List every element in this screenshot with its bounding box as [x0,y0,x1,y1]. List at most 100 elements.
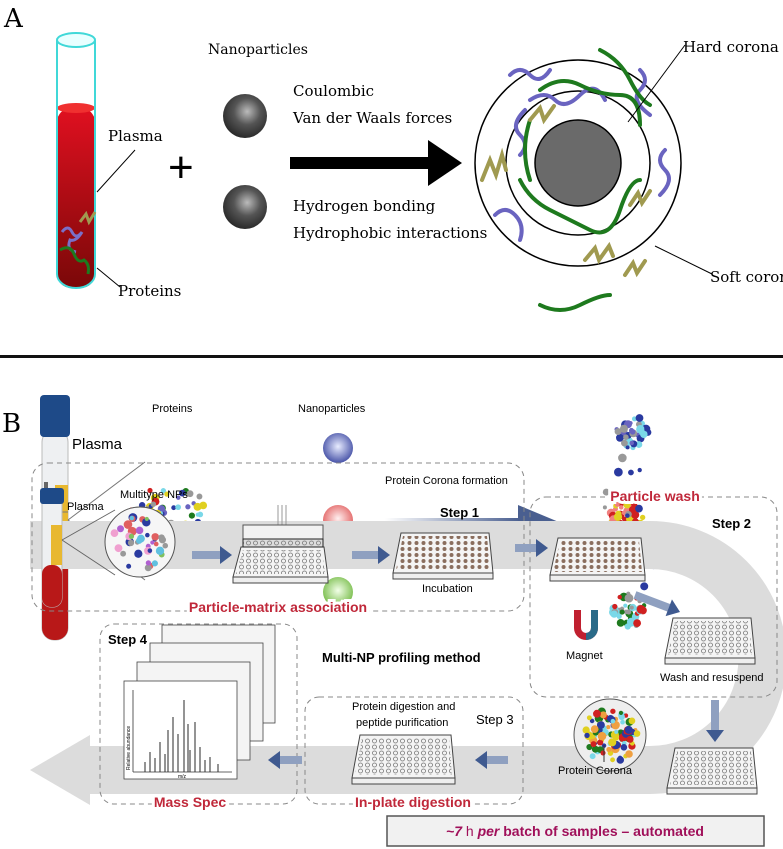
incubation-label: Incubation [422,583,473,595]
protein-blob [153,541,159,547]
protein-blob [596,721,605,730]
footer-rest: batch of samples – automated [503,823,704,839]
protein-blob [589,753,596,760]
protein-blob [590,741,597,748]
protein-blob [158,536,167,544]
step3-box [304,696,524,805]
protein-blob [127,539,135,547]
well-plate [664,617,756,665]
protein-blob [618,710,624,715]
flow-arrowhead [706,730,724,742]
protein-blob [620,744,628,751]
protein-blob [635,441,643,448]
well-plate [392,532,494,580]
plasma-label-workflow: Plasma [67,501,105,513]
protein-blob [135,526,144,535]
protein-blob [631,510,640,519]
pipette-head [242,505,324,548]
protein-blob [625,445,630,450]
protein-blob [178,489,186,497]
protein-blob [145,532,150,538]
interaction-arrow [290,140,462,186]
protein-blob [623,500,631,509]
protein-blob [624,725,633,734]
protein-blob [614,502,620,507]
flow-arrowhead [220,546,232,564]
protein-blob [151,560,158,567]
protein-blob [619,424,628,433]
digestion-label-2: peptide purification [356,717,448,729]
protein-blob [144,516,149,522]
protein-blob [600,750,606,756]
plasma-label-b: Plasma [72,436,123,453]
nanoparticles-label-a: Nanoparticles [208,42,308,58]
footer-per: per [477,823,501,839]
ms-x-label: m/z [178,774,187,780]
protein-blob [619,505,624,510]
protein-blob [625,513,630,518]
protein-blob [637,467,642,473]
protein-blob [618,500,624,507]
protein-blob [614,467,623,477]
protein-blob [164,491,170,497]
step2-label: Step 2 [712,516,751,531]
protein-blob [589,718,595,724]
protein-blob [621,439,628,447]
flow-arrowhead [378,546,390,564]
step4-label: Step 4 [108,632,148,647]
footer-banner: ~7 h per batch of samples – automated [386,815,765,847]
step1-title: Particle-matrix association [189,599,367,615]
protein-blob [114,544,123,553]
hard-corona-label: Hard corona [683,38,779,56]
protein-blob [635,414,644,422]
flow-arrowhead [536,539,548,557]
protein-blob [188,512,195,519]
multitype-nps-label: Multitype NPs [120,489,188,501]
protein-blob [186,490,194,498]
step4-box [99,623,298,805]
step-boxes [31,462,778,805]
protein-blob [129,515,135,521]
step4-title: Mass Spec [154,794,227,810]
center-title: Multi-NP profiling method [322,650,481,665]
protein-corona-particles [582,707,641,764]
plasma-label-a: Plasma [108,127,163,145]
protein-blob [597,731,607,741]
protein-blob [610,757,615,763]
wash-label: Wash and resuspend [660,672,764,684]
magnet-icon [574,610,598,640]
soft-corona-pointer [654,245,713,275]
protein-blob [628,717,636,725]
footer-unit: h [466,823,474,839]
protein-blob [196,493,203,500]
protein-blob [644,426,650,432]
protein-blob [175,504,181,511]
zoom-lines-workflow [61,509,116,576]
step3-label: Step 3 [476,712,514,727]
protein-blob [628,622,633,628]
proteins-label-b: Proteins [152,403,193,415]
force-label: Coulombic [293,82,374,100]
proteins-pointer [96,267,121,288]
corona-diagram [474,48,682,312]
protein-blob [602,488,610,496]
plasma-tube-a [56,32,97,289]
protein-blob [586,715,592,721]
protein-blob [608,738,617,747]
protein-blob [629,428,636,435]
protein-blob [150,501,157,507]
force-label: Hydrophobic interactions [293,224,487,242]
protein-blob [151,533,159,541]
protein-blob [147,487,153,494]
protein-blob [126,563,132,569]
protein-blob [584,732,590,739]
protein-blob [626,735,634,743]
protein-blob [619,609,625,615]
protein-blob [623,603,628,608]
protein-corona-label: Protein Corona [558,765,633,777]
protein-blob [618,453,627,463]
protein-blob [117,525,124,533]
force-label: Hydrogen bonding [293,197,436,215]
protein-blob [610,718,616,724]
